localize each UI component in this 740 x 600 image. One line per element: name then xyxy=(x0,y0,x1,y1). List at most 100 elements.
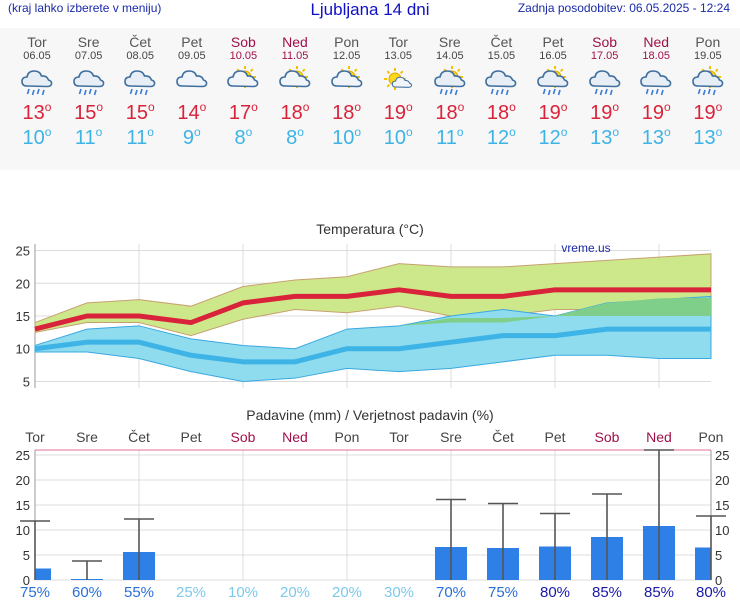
precipitation-chart: Padavine (mm) / Verjetnost padavin (%) To… xyxy=(16,407,730,600)
y-tick-label: 20 xyxy=(16,276,30,291)
x-tick-label: Sob xyxy=(231,429,256,445)
probability-label: 85% xyxy=(644,584,674,600)
x-tick-label: Sre xyxy=(76,429,98,445)
max-temp: 15o xyxy=(74,100,104,124)
cloud-icon xyxy=(175,70,208,88)
x-tick-label: Čet xyxy=(128,429,150,445)
day-column: Ned 18.05 19o 13o xyxy=(630,28,682,150)
day-name: Pon xyxy=(695,34,721,50)
day-date: 14.05 xyxy=(436,50,464,62)
x-tick-label: Pon xyxy=(699,429,724,445)
probability-label: 20% xyxy=(332,584,362,600)
last-updated: Zadnja posodobitev: 06.05.2025 - 12:24 xyxy=(517,1,730,15)
day-date: 19.05 xyxy=(694,50,722,62)
probability-label: 75% xyxy=(488,584,518,600)
y-tick-label: 20 xyxy=(16,473,30,488)
day-column: Sob 10.05 17o 8o xyxy=(217,28,269,150)
y-tick-label: 10 xyxy=(16,342,30,357)
precip-bar xyxy=(35,568,51,580)
sun-cloud-rain-icon xyxy=(691,66,724,96)
day-column: Pon 12.05 18o 10o xyxy=(321,28,373,150)
sun-cloud-rain-icon xyxy=(537,66,569,96)
day-column: Sob 17.05 19o 13o xyxy=(579,28,631,150)
day-date: 15.05 xyxy=(487,50,516,62)
day-date: 12.05 xyxy=(332,50,361,62)
max-temp: 18o xyxy=(332,100,362,124)
y-tick-label: 25 xyxy=(16,244,30,259)
day-column: Pet 16.05 19o 12o xyxy=(527,28,579,150)
probability-label: 30% xyxy=(384,584,414,600)
y-tick-label: 0 xyxy=(23,573,30,588)
min-temp: 12o xyxy=(486,125,516,149)
x-tick-label: Pon xyxy=(335,429,360,445)
max-temp: 19o xyxy=(590,100,620,124)
day-column: Čet 15.05 18o 12o xyxy=(475,28,527,150)
day-name: Ned xyxy=(282,34,308,50)
min-temp: 11o xyxy=(436,125,464,149)
day-name: Pet xyxy=(542,34,564,50)
sun-cloud-icon xyxy=(227,66,259,88)
x-tick-label: Čet xyxy=(492,429,514,445)
day-date: 07.05 xyxy=(74,50,103,62)
y-tick-label-right: 25 xyxy=(715,448,729,463)
min-temp: 11o xyxy=(126,125,154,149)
watermark: vreme.us xyxy=(561,241,610,255)
x-tick-label: Sob xyxy=(595,429,620,445)
x-tick-label: Sre xyxy=(440,429,462,445)
day-name: Sob xyxy=(230,34,256,50)
probability-label: 10% xyxy=(228,584,258,600)
probability-label: 85% xyxy=(592,584,622,600)
day-date: 09.05 xyxy=(178,50,206,62)
max-temp-line xyxy=(34,287,711,332)
max-temp: 18o xyxy=(435,100,465,124)
min-temp: 12o xyxy=(538,125,568,149)
day-date: 17.05 xyxy=(590,50,619,62)
probability-label: 80% xyxy=(696,584,726,600)
sun-cloud-rain-icon xyxy=(433,66,466,96)
y-tick-label: 10 xyxy=(16,523,30,538)
max-temp: 19o xyxy=(383,100,413,124)
cloud-rain-icon xyxy=(124,70,156,96)
min-temp: 8o xyxy=(286,125,304,149)
x-tick-label: Pet xyxy=(180,429,201,445)
day-column: Pet 09.05 14o 9o xyxy=(166,28,218,150)
min-temp: 11o xyxy=(74,125,103,149)
y-tick-label-right: 5 xyxy=(715,548,722,563)
probability-label: 70% xyxy=(436,584,466,600)
max-temp: 13o xyxy=(22,100,52,124)
day-date: 10.05 xyxy=(229,50,258,62)
chart-title: Temperatura (°C) xyxy=(316,221,424,237)
day-date: 11.05 xyxy=(281,50,309,62)
y-tick-label-right: 0 xyxy=(715,573,722,588)
probability-label: 75% xyxy=(20,584,50,600)
min-temp: 10o xyxy=(332,125,362,149)
day-column: Sre 07.05 15o 11o xyxy=(63,28,115,150)
cloud-rain-icon xyxy=(640,70,672,96)
min-temp-band xyxy=(34,295,712,382)
y-tick-label-right: 20 xyxy=(715,473,729,488)
min-temp-line xyxy=(34,326,711,365)
day-column: Pon 19.05 19o 13o xyxy=(682,28,734,150)
max-temp: 14o xyxy=(177,100,207,124)
x-tick-label: Ned xyxy=(646,429,672,445)
day-name: Tor xyxy=(27,34,47,50)
overlap-band xyxy=(35,297,711,326)
cloud-rain-icon xyxy=(485,70,517,96)
min-temp: 13o xyxy=(693,125,723,149)
min-temp: 8o xyxy=(234,125,253,149)
day-name: Čet xyxy=(129,34,152,50)
y-tick-label-right: 15 xyxy=(715,498,729,513)
x-tick-label: Ned xyxy=(282,429,308,445)
max-temp: 15o xyxy=(125,100,155,124)
day-name: Tor xyxy=(388,34,408,50)
day-date: 06.05 xyxy=(23,50,51,62)
min-temp: 9o xyxy=(182,125,201,149)
max-temp: 18o xyxy=(486,100,516,124)
y-tick-label: 5 xyxy=(23,548,30,563)
probability-label: 20% xyxy=(280,584,310,600)
max-temp: 17o xyxy=(228,100,258,124)
day-name: Sob xyxy=(592,34,618,50)
day-column: Tor 06.05 13o 10o xyxy=(11,28,63,150)
chart-title: Padavine (mm) / Verjetnost padavin (%) xyxy=(246,407,493,423)
probability-label: 55% xyxy=(124,584,154,600)
